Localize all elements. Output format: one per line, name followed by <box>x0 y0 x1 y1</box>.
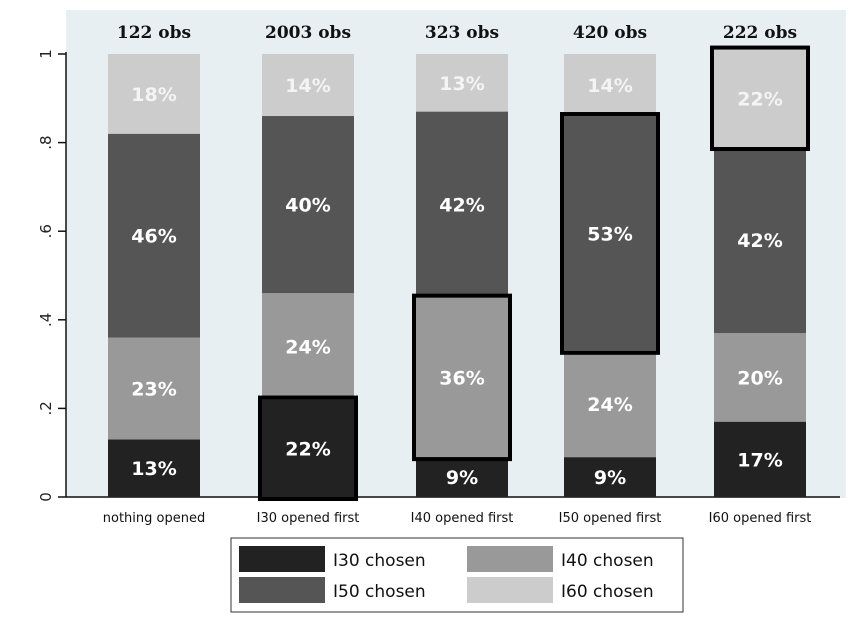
legend-label: I50 chosen <box>333 582 426 602</box>
x-category-label: I30 opened first <box>257 511 360 526</box>
bar-segment <box>262 54 354 117</box>
x-category-label: I60 opened first <box>709 511 812 526</box>
data-label: 14% <box>587 75 632 97</box>
data-label: 36% <box>439 367 484 389</box>
data-label: 13% <box>439 73 484 95</box>
bar-segment <box>714 333 806 422</box>
bar-segment <box>416 457 508 497</box>
data-label: 13% <box>131 458 176 480</box>
data-label: 9% <box>594 467 626 489</box>
bar-segment <box>564 350 656 458</box>
x-category-label: nothing opened <box>103 511 205 526</box>
observation-count-label: 222 obs <box>723 23 797 43</box>
legend-label: I60 chosen <box>561 582 654 602</box>
y-tick-label: .8 <box>37 135 55 149</box>
y-tick-label: .6 <box>37 224 55 238</box>
x-category-label: I50 opened first <box>559 511 662 526</box>
bar-segment <box>416 54 508 112</box>
y-tick-label: 1 <box>37 49 55 59</box>
x-category-label: I40 opened first <box>411 511 514 526</box>
bar-segment <box>564 457 656 497</box>
observation-count-label: 122 obs <box>117 23 191 43</box>
data-label: 24% <box>587 394 632 416</box>
legend-swatch <box>467 577 553 603</box>
legend-label: I30 chosen <box>333 551 426 571</box>
y-tick-label: .4 <box>37 313 55 327</box>
bar-segment <box>262 116 354 294</box>
data-label: 23% <box>131 378 176 400</box>
data-label: 22% <box>285 438 330 460</box>
data-label: 20% <box>737 367 782 389</box>
data-label: 22% <box>737 88 782 110</box>
bar-segment <box>416 297 508 458</box>
data-label: 14% <box>285 75 330 97</box>
bar-segment <box>262 293 354 400</box>
data-label: 40% <box>285 195 330 217</box>
observation-count-label: 420 obs <box>573 23 647 43</box>
bar-segment <box>108 439 200 497</box>
legend-swatch <box>467 546 553 572</box>
legend-label: I40 chosen <box>561 551 654 571</box>
bar-segment <box>262 399 354 497</box>
observation-count-label: 323 obs <box>425 23 499 43</box>
bar-segment <box>564 116 656 351</box>
bar-segment <box>108 133 200 338</box>
legend-swatch <box>239 546 325 572</box>
data-label: 24% <box>285 336 330 358</box>
bar-segment <box>714 421 806 497</box>
bar-segment <box>714 147 806 334</box>
highlight-box <box>258 395 358 502</box>
data-label: 46% <box>131 226 176 248</box>
y-tick-label: .2 <box>37 401 55 415</box>
data-label: 17% <box>737 449 782 471</box>
data-label: 18% <box>131 84 176 106</box>
observation-count-label: 2003 obs <box>265 23 351 43</box>
data-label: 9% <box>446 467 478 489</box>
y-tick-label: 0 <box>37 492 55 502</box>
bar-segment <box>416 111 508 298</box>
legend-swatch <box>239 577 325 603</box>
highlight-box <box>710 45 810 152</box>
data-label: 42% <box>439 195 484 217</box>
highlight-box <box>560 112 660 355</box>
bar-segment <box>564 54 656 117</box>
data-label: 53% <box>587 223 632 245</box>
data-label: 42% <box>737 230 782 252</box>
bar-segment <box>714 49 806 148</box>
highlight-box <box>412 293 512 462</box>
bar-segment <box>108 337 200 440</box>
bar-segment <box>108 54 200 134</box>
